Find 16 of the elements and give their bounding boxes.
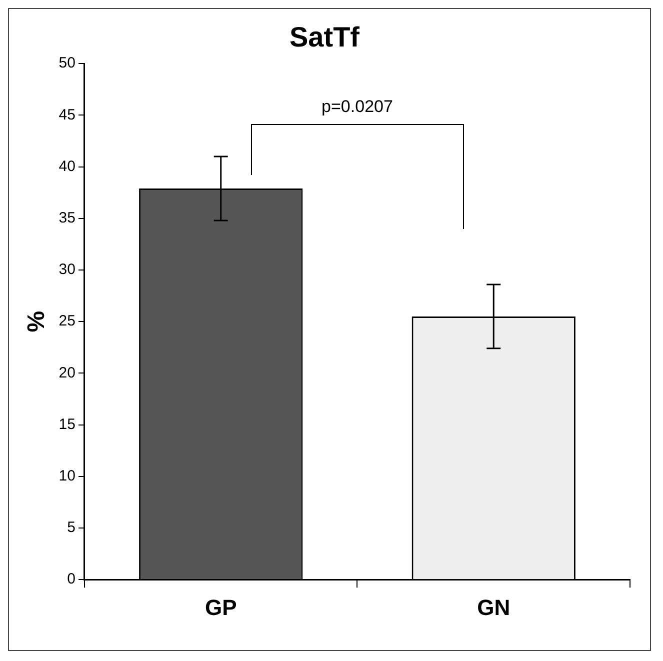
y-tick-label: 20 [58,364,76,382]
chart-title: SatTf [290,22,360,53]
y-tick-label: 30 [58,261,76,278]
x-tick-label: GP [204,594,237,620]
y-tick-label: 0 [67,570,76,588]
y-tick-label: 10 [58,468,76,485]
y-tick-label: 25 [58,312,76,330]
y-tick-label: 40 [58,158,76,175]
y-axis-title: % [23,310,50,332]
y-tick-label: 50 [58,54,76,72]
x-tick-label: GN [477,594,510,620]
annotation: p=0.0207 [322,96,393,116]
y-tick-label: 35 [58,210,76,227]
y-tick-label: 45 [58,106,76,124]
y-tick-label: 15 [58,416,76,433]
y-tick-label: 5 [67,519,76,536]
